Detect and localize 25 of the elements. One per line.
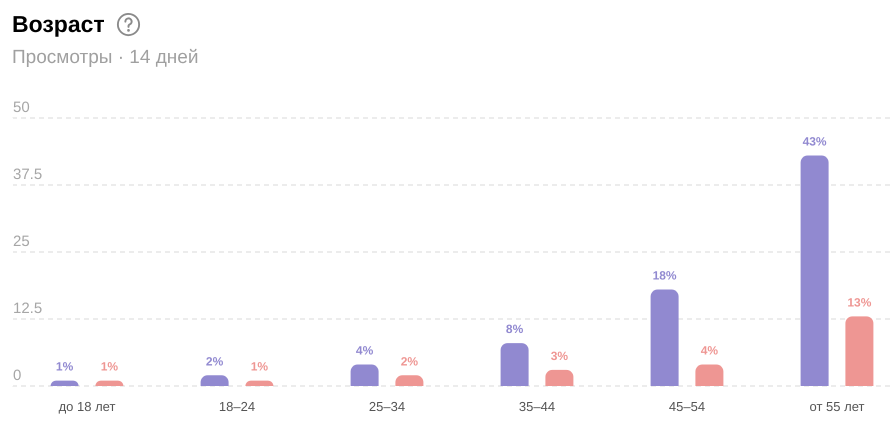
y-tick-label: 0: [13, 367, 22, 384]
x-tick-label: 35–44: [518, 399, 556, 414]
y-tick-label: 50: [13, 99, 30, 116]
data-label: 1%: [100, 360, 118, 374]
data-label: 13%: [847, 295, 872, 310]
x-tick-label: 18–24: [218, 399, 256, 414]
y-tick-label: 37.5: [13, 166, 42, 183]
x-tick-label: 45–54: [668, 399, 706, 414]
y-tick-label: 12.5: [13, 300, 42, 317]
y-tick-label: 25: [13, 233, 30, 250]
chart-title: Возраст: [12, 10, 105, 38]
x-tick-label: до 18 лет: [58, 399, 116, 414]
data-label: 2%: [206, 354, 224, 368]
data-label: 1%: [56, 360, 74, 374]
chart-subtitle: Просмотры · 14 дней: [12, 47, 198, 69]
data-label: 3%: [550, 348, 568, 363]
data-label: 4%: [700, 344, 718, 358]
x-tick-label: 25–34: [368, 399, 406, 414]
data-label: 4%: [356, 344, 374, 358]
data-label: 43%: [802, 134, 827, 149]
data-label: 1%: [250, 360, 268, 374]
data-label: 2%: [400, 354, 418, 368]
data-label: 18%: [652, 268, 677, 283]
x-tick-label: от 55 лет: [810, 399, 865, 414]
data-label: 8%: [506, 322, 524, 336]
